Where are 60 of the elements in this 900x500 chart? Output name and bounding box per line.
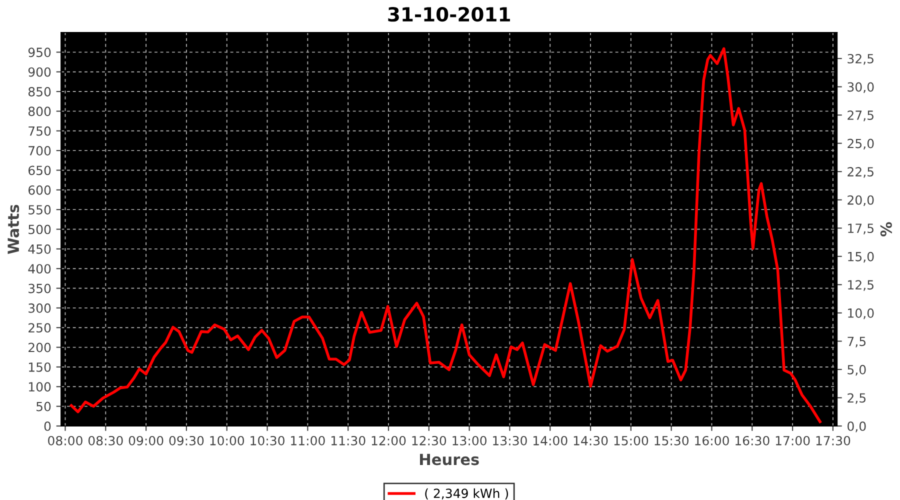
y-tick-label: 550 bbox=[28, 205, 51, 214]
x-tick-label: 14:00 bbox=[533, 436, 568, 446]
y2-tick-label: 2,5 bbox=[848, 393, 866, 404]
legend-label: ( 2,349 kWh ) bbox=[425, 488, 508, 500]
y-tick-label: 850 bbox=[28, 86, 51, 96]
x-tick-label: 12:30 bbox=[412, 436, 446, 446]
y2-tick-label: 22,5 bbox=[848, 167, 874, 178]
y-tick-label: 500 bbox=[28, 224, 51, 234]
y2-tick-label: 12,5 bbox=[848, 280, 874, 291]
y-tick-label: 700 bbox=[28, 146, 51, 156]
x-tick-label: 08:30 bbox=[88, 436, 123, 446]
y-tick-label: 450 bbox=[28, 244, 51, 254]
y2-tick-label: 15,0 bbox=[848, 252, 874, 263]
x-tick-label: 10:30 bbox=[250, 436, 284, 446]
y2-tick-label: 20,0 bbox=[848, 195, 874, 206]
y-tick-label: 900 bbox=[28, 67, 51, 77]
y2-tick-label: 30,0 bbox=[848, 82, 874, 93]
x-tick-label: 09:30 bbox=[169, 436, 204, 446]
y-tick-label: 0 bbox=[44, 421, 51, 431]
x-tick-label: 11:30 bbox=[331, 436, 366, 446]
y-tick-label: 750 bbox=[28, 126, 51, 136]
y2-axis-title: % bbox=[880, 222, 892, 236]
y-tick-label: 300 bbox=[28, 303, 51, 313]
x-tick-label: 16:30 bbox=[736, 436, 770, 446]
x-tick-label: 13:00 bbox=[452, 436, 486, 446]
chart-title: 31-10-2011 bbox=[388, 6, 510, 22]
y-tick-label: 250 bbox=[28, 323, 51, 333]
x-tick-label: 15:00 bbox=[614, 436, 648, 446]
y-tick-label: 600 bbox=[28, 185, 51, 195]
y-tick-label: 100 bbox=[28, 382, 51, 392]
x-tick-label: 12:00 bbox=[372, 436, 406, 446]
y-tick-label: 150 bbox=[28, 362, 51, 372]
y-tick-label: 800 bbox=[28, 106, 51, 116]
y2-tick-label: 7,5 bbox=[848, 336, 866, 348]
y2-tick-label: 17,5 bbox=[848, 224, 874, 234]
x-tick-label: 14:30 bbox=[574, 436, 608, 446]
x-tick-label: 15:30 bbox=[654, 436, 689, 446]
y2-tick-label: 32,5 bbox=[848, 54, 874, 65]
y2-tick-label: 5,0 bbox=[848, 364, 866, 376]
x-tick-label: 10:00 bbox=[210, 436, 244, 446]
x-tick-label: 09:00 bbox=[128, 436, 164, 446]
x-tick-label: 16:00 bbox=[695, 436, 729, 446]
y2-tick-label: 25,0 bbox=[848, 138, 874, 150]
x-tick-label: 17:30 bbox=[816, 436, 850, 446]
y-tick-label: 650 bbox=[28, 166, 51, 176]
x-tick-label: 17:00 bbox=[776, 436, 810, 446]
line-series bbox=[70, 47, 822, 424]
y-tick-label: 400 bbox=[28, 264, 51, 274]
y-axis-title: Watts bbox=[8, 204, 20, 254]
x-tick-label: 11:00 bbox=[291, 436, 325, 446]
y-tick-label: 200 bbox=[28, 342, 51, 352]
y2-tick-label: 10,0 bbox=[848, 308, 874, 320]
x-axis-title: Heures bbox=[420, 454, 479, 466]
y2-tick-label: 0,0 bbox=[848, 421, 866, 432]
y-tick-label: 350 bbox=[28, 284, 51, 294]
x-tick-label: 13:30 bbox=[493, 436, 527, 446]
y-tick-label: 950 bbox=[28, 48, 51, 58]
y2-tick-label: 27,5 bbox=[848, 110, 874, 122]
x-tick-label: 08:00 bbox=[48, 436, 82, 446]
y-tick-label: 50 bbox=[36, 402, 51, 412]
